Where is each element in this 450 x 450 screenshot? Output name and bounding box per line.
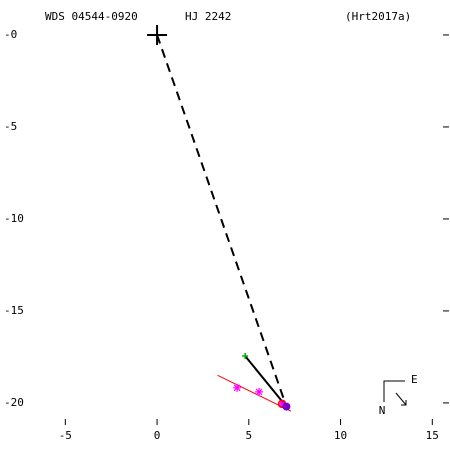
first-measure [242,353,249,360]
measure [255,387,264,396]
primary-star [147,24,168,45]
y-tick-label: -15 [4,304,24,317]
reference: (Hrt2017a) [345,10,411,23]
y-tick-label: -20 [4,396,24,409]
x-tick-label: 15 [426,429,439,442]
y-tick-label: -5 [4,120,17,133]
compass-arrow [395,392,407,406]
x-tick-label: 10 [334,429,347,442]
x-tick-label: -5 [59,429,72,442]
x-tick-label: 0 [154,429,161,442]
compass-arrowhead [401,400,407,406]
measure [278,399,287,408]
compass-east: E [411,373,418,386]
last-measure [282,402,291,411]
compass-axes [383,380,405,402]
star-name: HJ 2242 [185,10,231,23]
compass [383,380,407,406]
y-tick-label: -0 [4,28,17,41]
y-tick-label: -10 [4,212,24,225]
compass-north: N [379,404,386,417]
x-tick-label: 5 [245,429,252,442]
measure [233,383,242,392]
motion-line [244,355,288,408]
primary-link [156,34,288,407]
wds-id: WDS 04544-0920 [45,10,138,23]
